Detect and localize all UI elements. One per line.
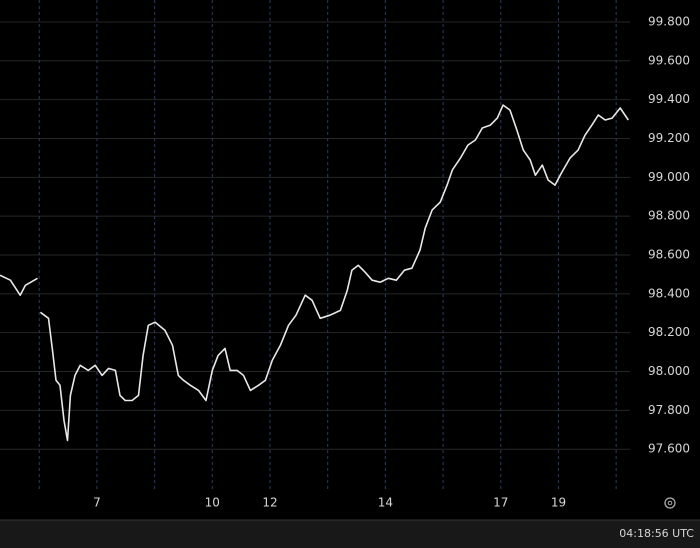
y-tick-label: 98.200 xyxy=(648,325,690,339)
y-tick-label: 99.800 xyxy=(648,14,690,28)
x-tick-label: 12 xyxy=(262,496,277,510)
y-tick-label: 97.800 xyxy=(648,403,690,417)
x-tick-label: 7 xyxy=(93,496,101,510)
y-tick-label: 98.600 xyxy=(648,248,690,262)
footer-bar xyxy=(0,520,700,548)
y-tick-label: 99.200 xyxy=(648,131,690,145)
y-tick-label: 99.600 xyxy=(648,53,690,67)
y-tick-label: 97.600 xyxy=(648,442,690,456)
x-tick-label: 14 xyxy=(378,496,393,510)
y-tick-label: 98.000 xyxy=(648,364,690,378)
y-tick-label: 99.400 xyxy=(648,92,690,106)
x-tick-label: 19 xyxy=(551,496,566,510)
clock: 04:18:56 UTC xyxy=(619,527,694,540)
settings-icon[interactable] xyxy=(664,497,676,509)
x-tick-label: 17 xyxy=(493,496,508,510)
price-line xyxy=(0,104,629,442)
grid xyxy=(0,0,630,490)
y-tick-label: 98.800 xyxy=(648,209,690,223)
y-tick-label: 98.400 xyxy=(648,286,690,300)
x-tick-label: 10 xyxy=(205,496,220,510)
y-tick-label: 99.000 xyxy=(648,170,690,184)
